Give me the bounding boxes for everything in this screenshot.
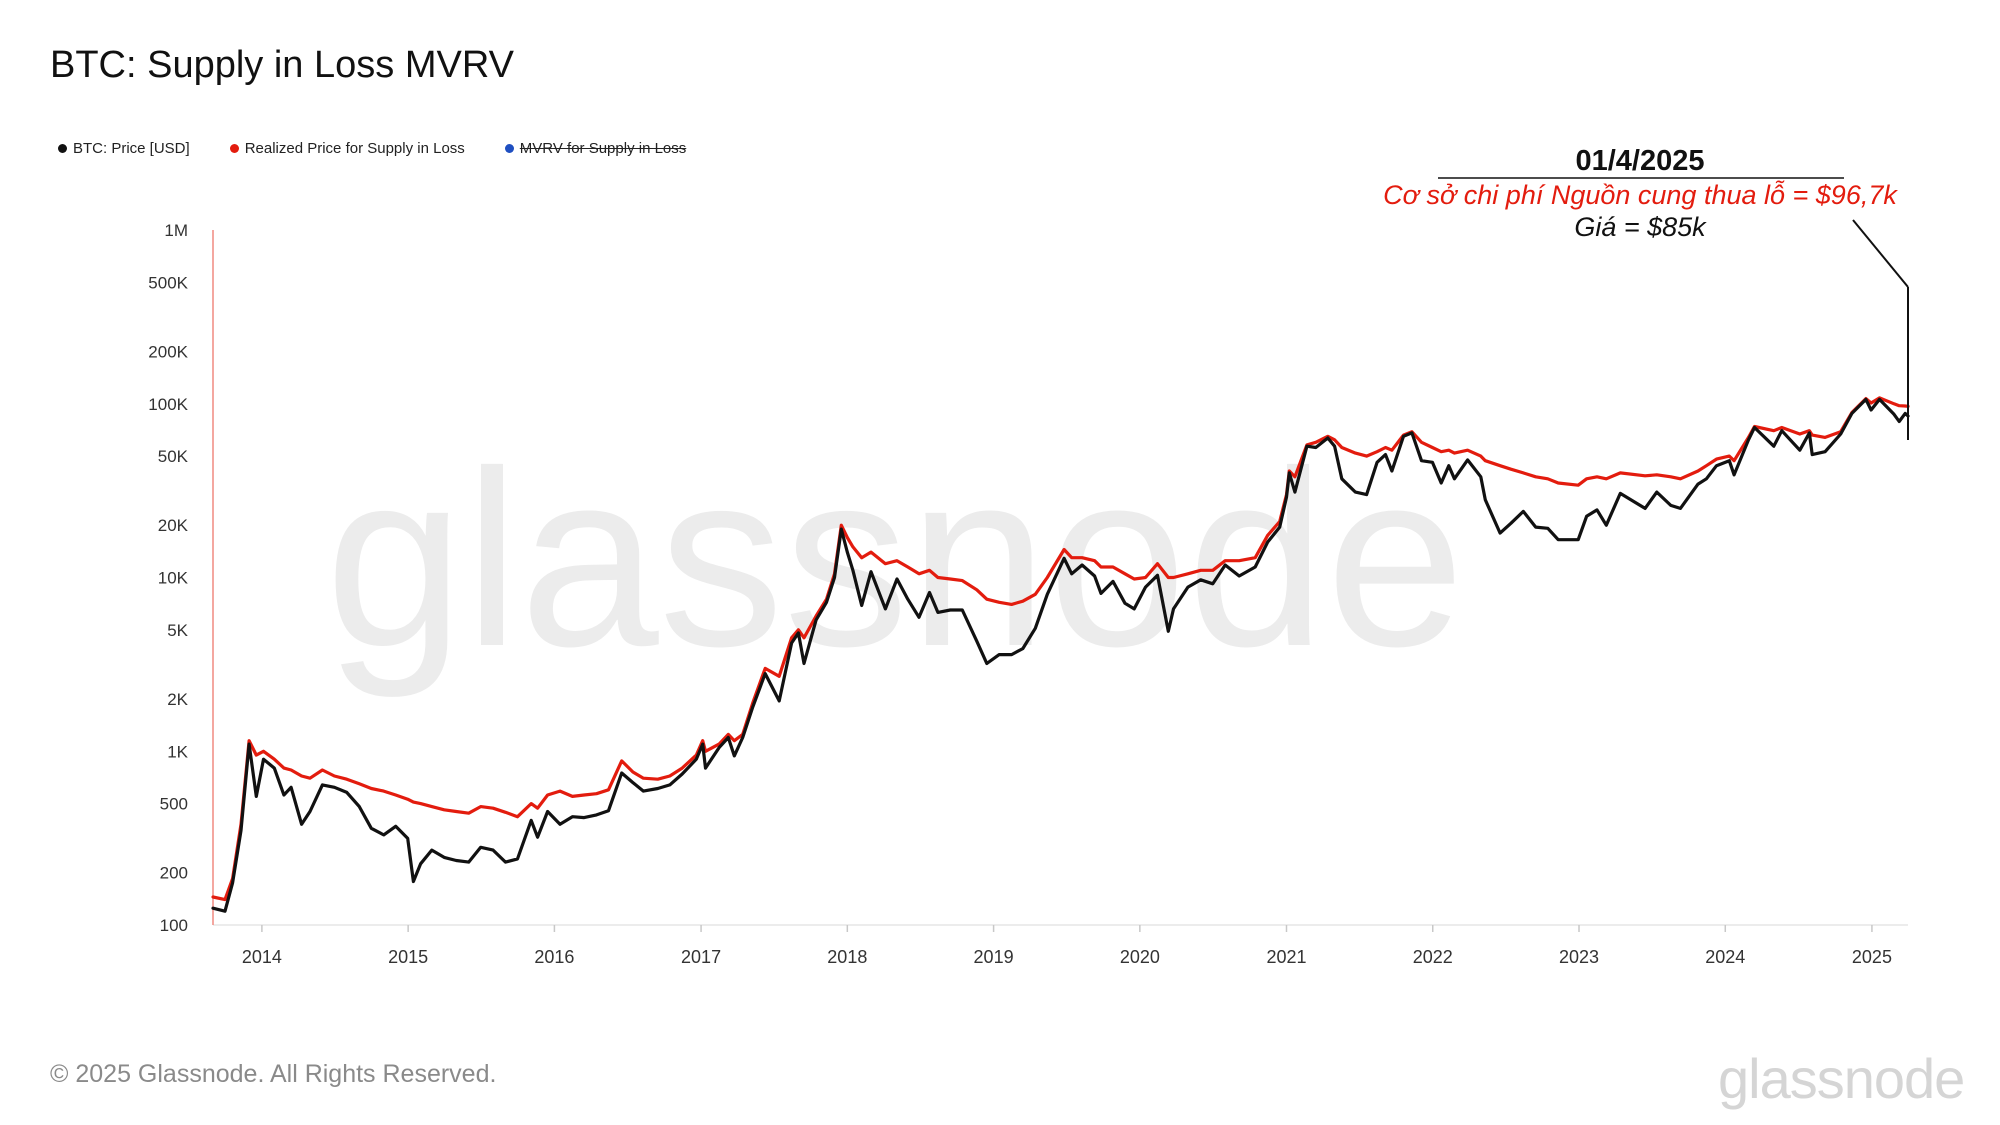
legend-dot-icon xyxy=(58,144,67,153)
legend: BTC: Price [USD] Realized Price for Supp… xyxy=(58,140,686,157)
series-layer xyxy=(211,396,1910,913)
y-tick-label: 100 xyxy=(160,916,188,935)
watermark: glassnode xyxy=(325,419,1465,698)
x-tick-label: 2019 xyxy=(974,947,1014,967)
annotation: 01/4/2025 Cơ sở chi phí Nguồn cung thua … xyxy=(1300,143,1980,243)
y-tick-label: 2K xyxy=(167,690,188,709)
annotation-leader xyxy=(1438,177,1909,440)
brand-logo: glassnode xyxy=(1718,1047,1965,1110)
btc-price-line xyxy=(211,397,1910,913)
legend-dot-icon xyxy=(229,144,239,153)
y-axis: 100 200 500 1K 2K 5K 10K 20K 50K 100K 200K 500K 1M xyxy=(148,221,188,935)
y-tick-label: 200 xyxy=(160,864,188,883)
x-tick-label: 2016 xyxy=(534,947,574,967)
y-tick-label: 10K xyxy=(158,569,189,588)
chart-title: BTC: Supply in Loss MVRV xyxy=(50,44,514,86)
x-tick-label: 2025 xyxy=(1852,947,1892,967)
y-tick-label: 5K xyxy=(167,621,188,640)
x-tick-label: 2015 xyxy=(388,947,428,967)
legend-label: Realized Price for Supply in Loss xyxy=(244,140,465,157)
legend-label: BTC: Price [USD] xyxy=(73,140,190,157)
x-axis: 2014 2015 2016 2017 2018 2019 2020 2021 2022 2023… xyxy=(213,924,1908,967)
annotation-date: 01/4/2025 xyxy=(1575,145,1705,177)
y-tick-label: 1K xyxy=(167,742,188,761)
x-tick-label: 2014 xyxy=(242,947,282,967)
realized-price-line xyxy=(211,396,1910,902)
annotation-price: Giá = $85k xyxy=(1574,212,1706,242)
y-tick-label: 100K xyxy=(148,395,188,414)
y-tick-label: 1M xyxy=(164,221,188,240)
x-tick-label: 2020 xyxy=(1120,947,1160,967)
y-tick-label: 500K xyxy=(148,273,188,292)
legend-label: MVRV for Supply in Loss xyxy=(519,140,687,157)
annotation-cost-basis: Cơ sở chi phí Nguồn cung thua lỗ = $96,7… xyxy=(1383,180,1897,210)
x-tick-label: 2021 xyxy=(1266,947,1306,967)
x-tick-label: 2022 xyxy=(1413,947,1453,967)
x-tick-label: 2017 xyxy=(681,947,721,967)
y-tick-label: 200K xyxy=(148,342,188,361)
legend-item-price[interactable]: BTC: Price [USD] xyxy=(58,140,190,157)
legend-dot-icon xyxy=(504,144,514,153)
x-tick-label: 2018 xyxy=(827,947,867,967)
copyright-footer: © 2025 Glassnode. All Rights Reserved. xyxy=(50,1060,497,1088)
x-tick-label: 2024 xyxy=(1705,947,1745,967)
legend-item-mvrv[interactable]: MVRV for Supply in Loss xyxy=(504,140,687,157)
legend-item-realized[interactable]: Realized Price for Supply in Loss xyxy=(229,140,465,157)
x-tick-label: 2023 xyxy=(1559,947,1599,967)
y-tick-label: 20K xyxy=(158,516,189,535)
y-tick-label: 500 xyxy=(160,795,188,814)
y-tick-label: 50K xyxy=(158,447,189,466)
